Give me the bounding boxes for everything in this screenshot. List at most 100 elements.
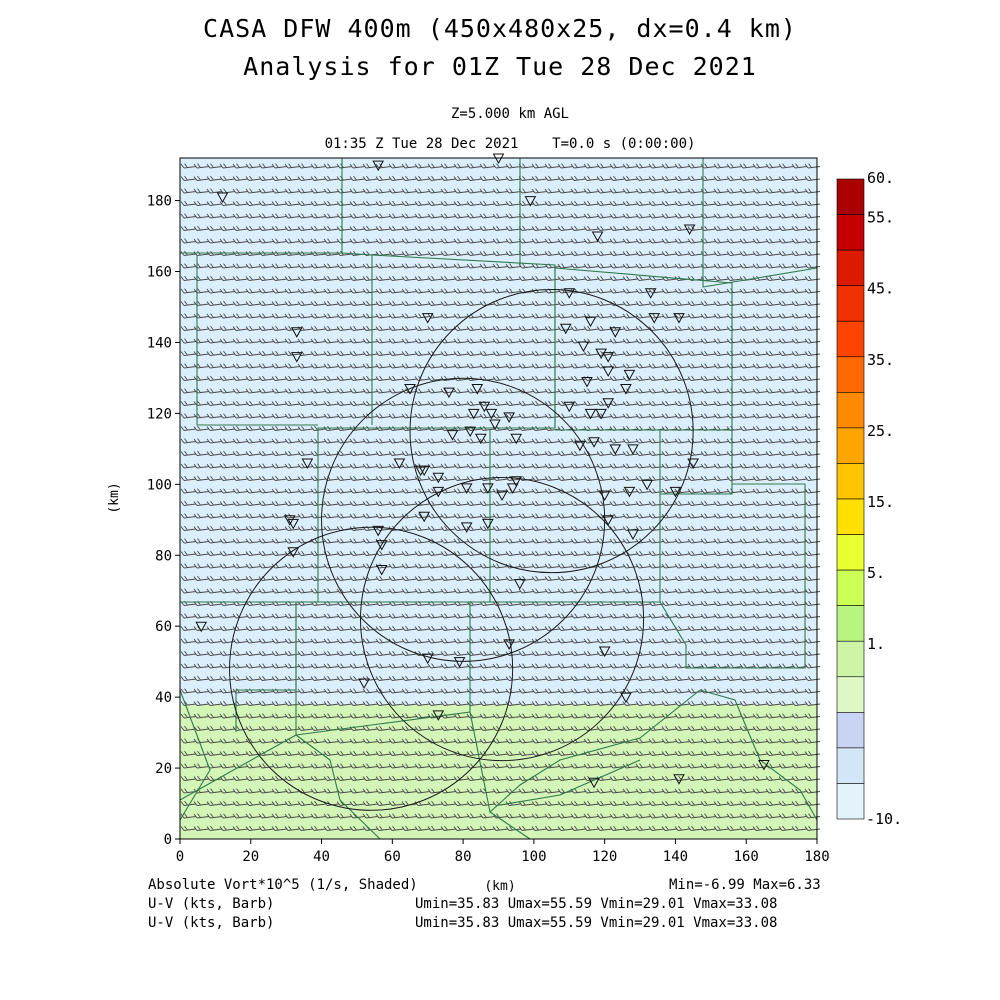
x-tick-label: 160 xyxy=(734,849,759,865)
station-marker xyxy=(287,518,300,530)
station-marker xyxy=(418,511,431,523)
station-marker xyxy=(446,430,459,441)
colorbar-swatch xyxy=(836,605,865,642)
y-tick-label: 140 xyxy=(147,335,172,351)
colorbar-swatch xyxy=(836,747,865,784)
colorbar-label: 25. xyxy=(867,422,894,440)
colorbar-label: 60. xyxy=(867,169,894,187)
station-marker xyxy=(432,710,445,721)
plot-subtitle: Analysis for 01Z Tue 28 Dec 2021 xyxy=(243,52,757,81)
valid-time-label: 01:35 Z Tue 28 Dec 2021 T=0.0 s (0:00:00… xyxy=(324,136,696,152)
station-marker xyxy=(673,774,685,785)
colorbar-swatch xyxy=(836,569,865,606)
colorbar-swatch xyxy=(836,356,865,393)
y-axis-label: (km) xyxy=(107,482,122,513)
colorbar-swatch xyxy=(836,498,865,535)
radar-range-rings xyxy=(229,289,694,811)
station-marker xyxy=(510,476,523,487)
wind-barb-field xyxy=(180,163,821,831)
station-marker xyxy=(503,412,515,423)
county-boundaries xyxy=(179,158,818,840)
station-marker xyxy=(623,369,636,381)
x-tick-label: 60 xyxy=(384,849,401,865)
station-marker xyxy=(506,483,519,494)
colorbar-swatch xyxy=(836,392,865,429)
colorbar-swatch xyxy=(836,534,865,571)
station-marker xyxy=(460,522,473,533)
plot-frame xyxy=(179,157,818,840)
station-marker xyxy=(482,518,494,530)
x-tick-label: 80 xyxy=(455,849,472,865)
station-marker xyxy=(669,486,682,498)
station-marker xyxy=(588,437,600,448)
colorbar-swatch xyxy=(836,463,865,500)
colorbar-label: 35. xyxy=(867,351,894,369)
station-marker xyxy=(290,352,303,363)
y-tick-label: 0 xyxy=(164,832,172,848)
colorbar-swatch xyxy=(836,427,865,464)
colorbar-swatch xyxy=(836,712,865,749)
station-marker xyxy=(464,426,477,438)
station-marker xyxy=(673,313,685,324)
station-marker xyxy=(375,540,388,551)
station-marker xyxy=(478,401,491,413)
level-label: Z=5.000 km AGL xyxy=(450,106,569,122)
station-marker xyxy=(471,384,484,395)
station-marker xyxy=(513,579,526,590)
station-marker xyxy=(372,160,385,172)
plot-title: CASA DFW 400m (450x480x25, dx=0.4 km) xyxy=(203,14,797,43)
station-marker xyxy=(584,316,597,328)
x-tick-label: 0 xyxy=(176,849,184,865)
y-tick-label: 180 xyxy=(147,194,172,210)
station-marker xyxy=(602,352,615,363)
station-marker xyxy=(375,564,388,576)
station-marker xyxy=(421,653,434,665)
station-marker xyxy=(609,444,622,455)
station-marker xyxy=(443,387,455,399)
station-marker xyxy=(283,515,296,526)
station-marker xyxy=(524,196,537,207)
colorbar-swatch xyxy=(836,249,865,286)
station-marker xyxy=(563,288,576,299)
colorbar-label: 45. xyxy=(867,280,894,298)
colorbar-label: 15. xyxy=(867,493,894,511)
y-tick-label: 60 xyxy=(155,619,172,635)
station-marker xyxy=(372,525,385,537)
colorbar-swatch xyxy=(836,178,865,215)
station-marker xyxy=(216,192,229,204)
station-marker xyxy=(453,657,466,668)
colorbar-swatch xyxy=(836,783,865,820)
x-tick-label: 180 xyxy=(804,849,829,865)
x-tick-label: 120 xyxy=(592,849,617,865)
wind-barb-stats-1: Umin=35.83 Umax=55.59 Vmin=29.01 Vmax=33… xyxy=(415,896,778,912)
colorbar-labels: 60. 55. 45. 35. 25. 15. 5. 1. -10. xyxy=(866,169,902,828)
y-tick-label: 40 xyxy=(155,690,172,706)
station-marker xyxy=(591,231,604,243)
station-marker xyxy=(358,678,370,689)
station-marker xyxy=(598,490,611,501)
colorbar-swatch xyxy=(836,285,865,322)
y-tick-label: 80 xyxy=(155,548,172,564)
station-marker xyxy=(584,408,597,420)
station-marker xyxy=(641,479,653,491)
station-marker xyxy=(623,486,636,498)
station-marker xyxy=(414,465,427,477)
colorbar-label: 1. xyxy=(867,635,885,653)
colorbar-swatch xyxy=(836,676,865,713)
colorbar-swatch xyxy=(836,214,865,251)
field-min-max: Min=-6.99 Max=6.33 xyxy=(669,877,821,893)
x-tick-label: 100 xyxy=(521,849,546,865)
station-marker xyxy=(627,529,639,540)
y-axis: 0 20 40 60 80 100 120 140 160 180 xyxy=(147,194,180,848)
station-markers xyxy=(195,153,770,789)
radar-ring-3 xyxy=(359,477,645,762)
station-marker xyxy=(563,401,576,413)
station-marker xyxy=(432,472,445,484)
radar-ring-1 xyxy=(409,289,694,574)
colorbar-swatch xyxy=(836,320,865,358)
x-tick-label: 40 xyxy=(313,849,330,865)
station-marker xyxy=(574,440,586,452)
station-marker xyxy=(577,341,590,353)
station-marker xyxy=(301,458,314,470)
station-marker xyxy=(482,483,494,494)
